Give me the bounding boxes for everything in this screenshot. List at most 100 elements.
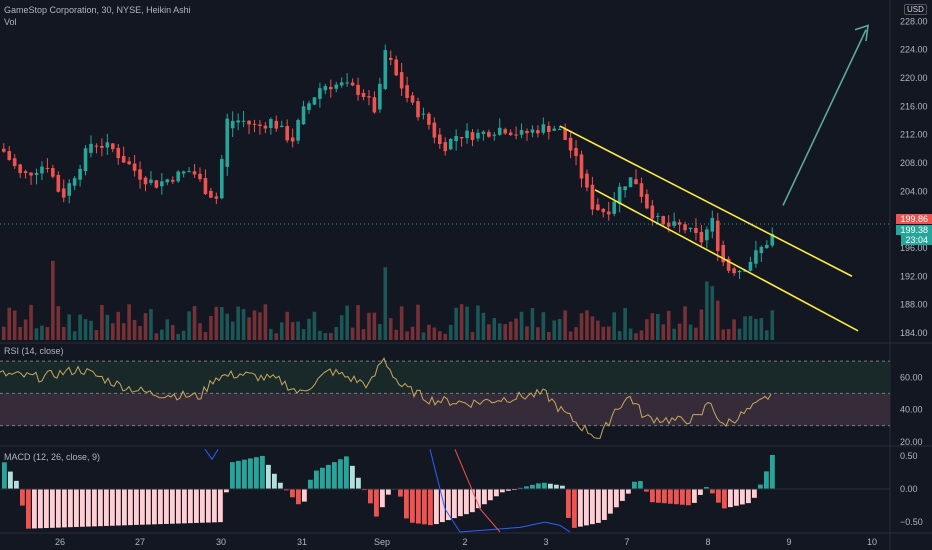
macd-histogram-bar [728,489,733,508]
macd-histogram-bar [548,483,553,490]
volume-bar [770,310,775,340]
macd-histogram-bar [128,489,133,526]
candle-body [230,120,235,129]
macd-histogram-bar [632,481,637,490]
volume-bar [116,311,121,340]
macd-histogram-bar [230,462,235,490]
rsi-legend[interactable]: RSI (14, close) [4,346,64,356]
volume-bar [329,333,333,340]
macd-histogram-bar [374,489,379,517]
macd-histogram-bar [98,489,103,527]
volume-bar [203,331,208,340]
candle-body [367,96,371,98]
candle-body [132,163,137,171]
macd-histogram-bar [266,464,271,490]
candle-body [661,215,666,225]
macd-histogram-bar [302,489,307,502]
volume-bar [470,332,475,340]
volume-bar [552,320,557,340]
macd-signal-line [204,449,219,461]
macd-histogram-bar [674,489,679,505]
macd-histogram-bar [338,459,343,490]
macd-histogram-bar [530,484,535,490]
macd-histogram-bar [158,489,163,525]
candle-body [715,220,720,252]
candle-body [443,142,448,152]
candle-body [721,245,725,263]
candle-body [487,132,491,137]
candle-body [105,142,110,148]
currency-badge[interactable]: USD [904,4,927,15]
macd-histogram-bar [644,489,649,492]
volume-bar [383,267,388,340]
candle-body [29,172,33,176]
last-price-label: 199.38 [896,225,932,235]
price-axis-tick: 204.00 [900,186,928,196]
candle-body [45,167,50,169]
volume-bar [754,318,758,340]
candle-body [236,120,240,123]
macd-histogram-bar [452,489,457,519]
volume-bar [601,326,606,340]
macd-histogram-bar [332,462,337,490]
volume-bar [557,319,562,340]
volume-bar [765,330,769,340]
volume-bar [405,331,409,340]
candle-body [121,156,126,163]
macd-axis-tick: 0.50 [900,451,918,461]
volume-bar [694,327,698,340]
macd-histogram-bar [368,489,373,504]
macd-histogram-bar [650,489,655,503]
macd-histogram-bar [752,489,757,498]
candle-body [225,118,230,167]
volume-bar [160,329,164,340]
candle-body [18,164,22,173]
volume-bar [209,315,213,340]
volume-bar [699,309,704,340]
candle-body [307,103,311,110]
symbol-legend[interactable]: GameStop Corporation, 30, NYSE, Heikin A… [4,5,191,15]
candle-body [536,130,540,134]
time-axis-tick: 26 [55,537,65,547]
candle-body [187,171,191,173]
volume-bar [94,330,99,340]
rsi-line [0,357,772,439]
macd-histogram-bar [164,489,169,524]
volume-bar [296,321,300,340]
macd-histogram-bar [152,489,157,525]
candle-body [497,127,502,135]
candle-body [476,132,480,139]
macd-histogram-bar [656,489,661,503]
volume-bar [481,312,486,340]
volume-bar [645,319,649,340]
macd-histogram-bar [194,489,199,523]
volume-bar [67,314,71,340]
volume-bar [672,328,676,340]
candle-body [378,83,382,110]
volume-legend[interactable]: Vol [4,17,17,27]
candle-body [241,120,246,122]
candle-body [72,178,77,186]
macd-histogram-bar [734,489,739,506]
volume-bar [290,322,295,340]
macd-histogram-bar [146,489,151,525]
candle-body [203,178,208,195]
candle-body [323,86,328,91]
channel-lower-line [594,189,859,332]
time-axis-tick: 2 [462,537,467,547]
volume-bar [416,304,420,340]
volume-bar [399,306,404,340]
candle-body [410,95,415,103]
countdown-label: 23:04 [901,235,932,245]
volume-bar [89,320,93,340]
macd-histogram-bar [278,482,283,490]
volume-bar [318,330,322,340]
candle-body [149,179,153,183]
rsi-axis-tick: 40.00 [900,405,923,415]
volume-bar [476,305,480,340]
macd-legend[interactable]: MACD (12, 26, close, 9) [4,452,101,462]
volume-bar [301,329,306,340]
candle-body [12,158,17,167]
